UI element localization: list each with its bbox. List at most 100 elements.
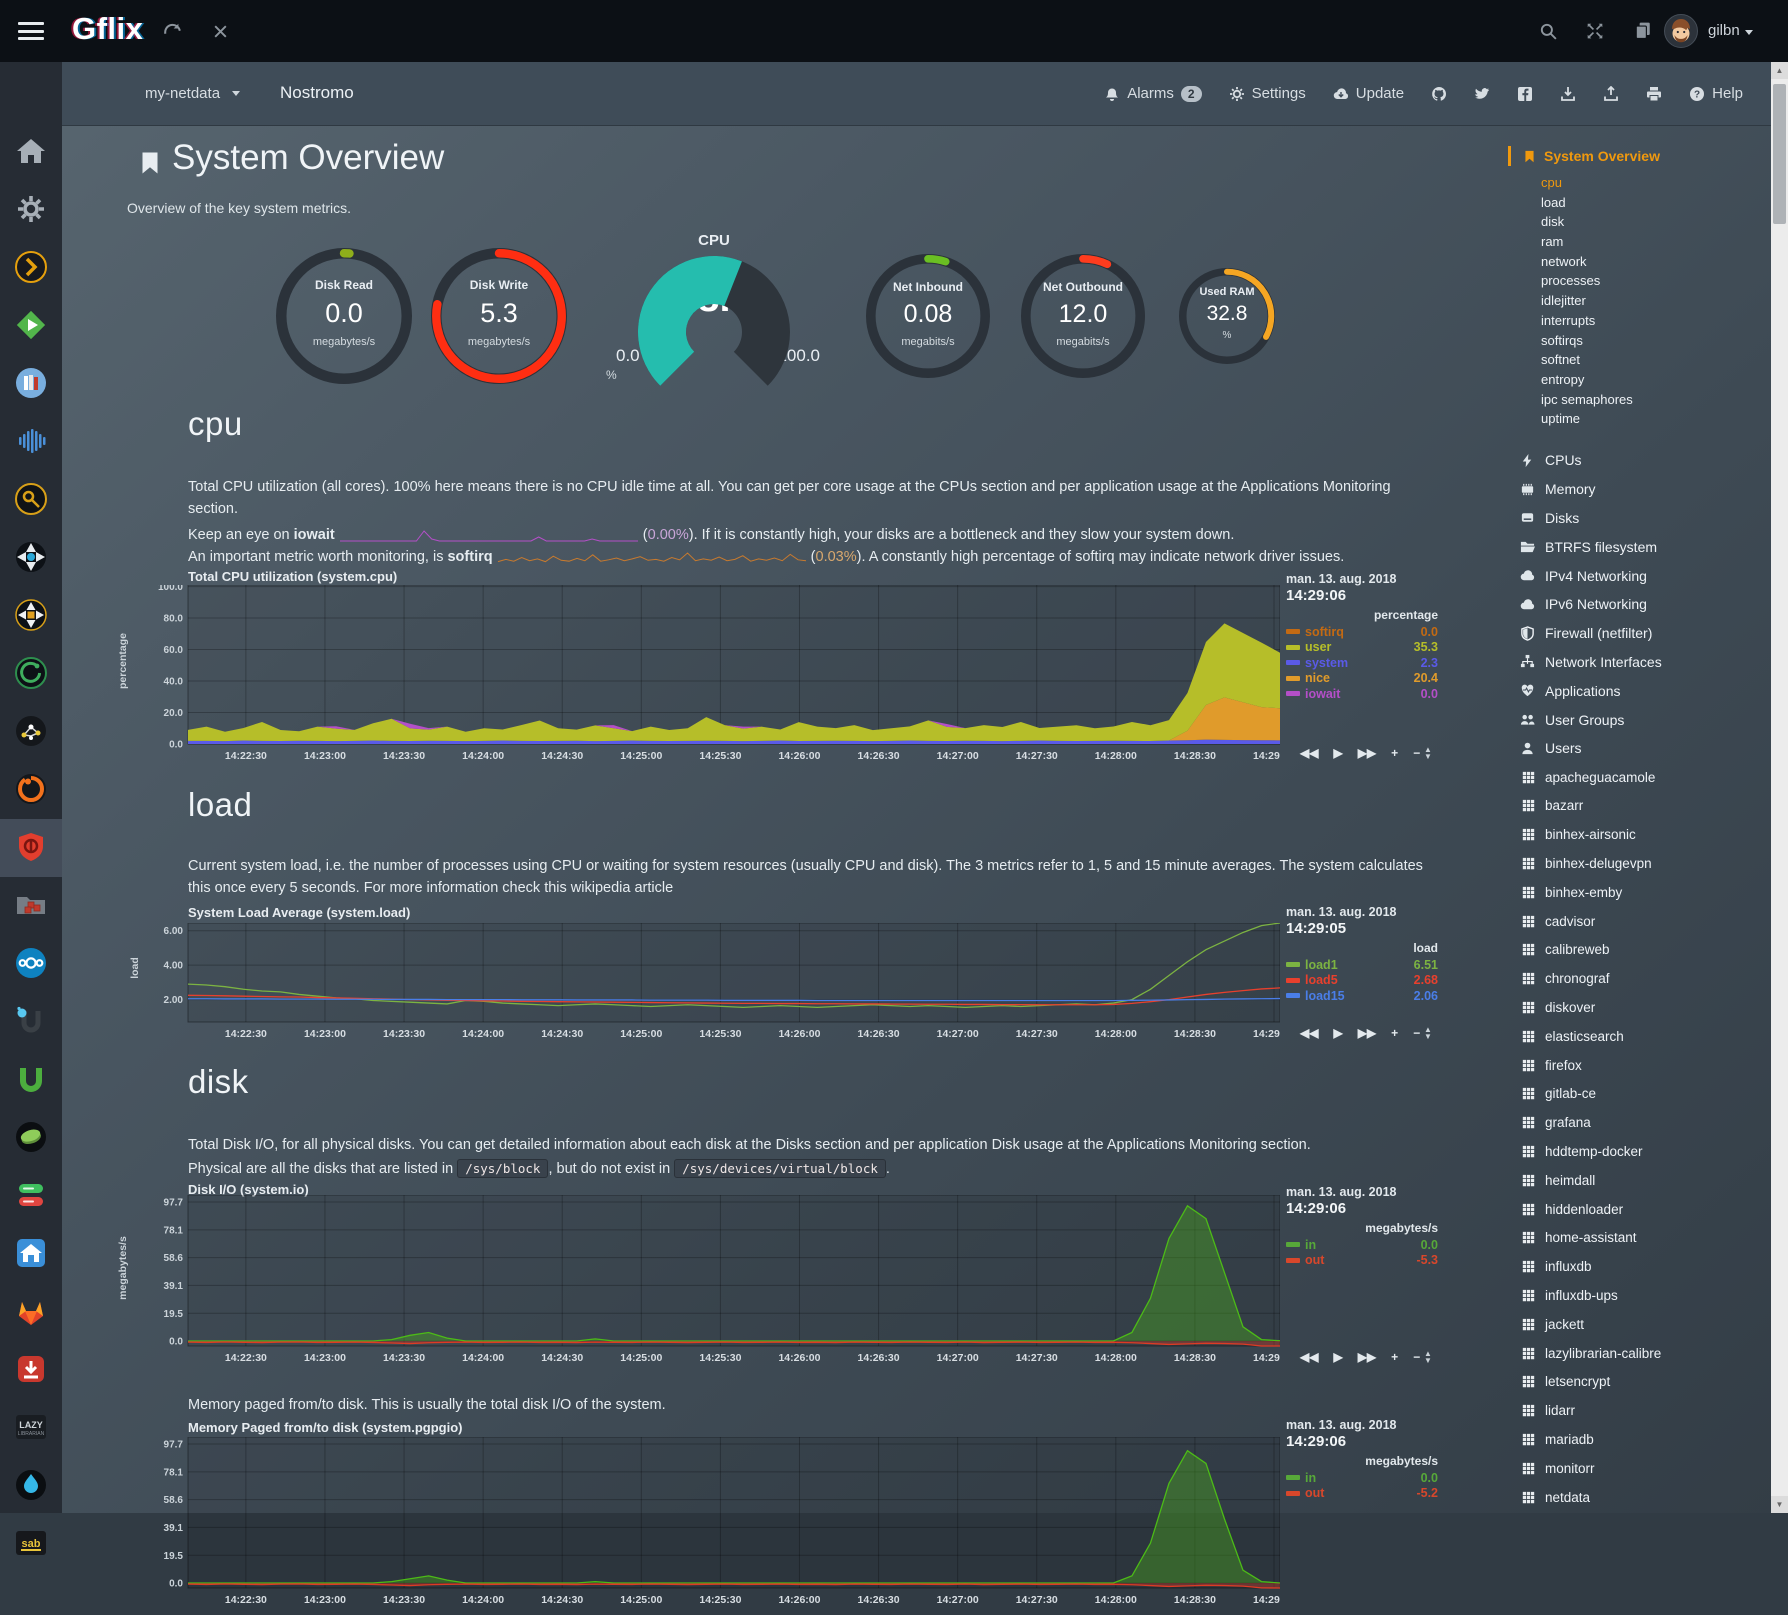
- chart-toolbar-button[interactable]: +: [1391, 1026, 1399, 1040]
- legend-row[interactable]: nice 20.4: [1286, 671, 1438, 687]
- gauge-net-inbound[interactable]: Net Inbound 0.08 megabits/s: [864, 252, 992, 380]
- settings-button[interactable]: Settings: [1229, 85, 1306, 102]
- sidebar-app-item[interactable]: chronograf: [1508, 964, 1770, 993]
- print-button[interactable]: [1646, 86, 1662, 102]
- server-dropdown[interactable]: my-netdata: [145, 62, 241, 125]
- app-nodes-icon[interactable]: [11, 711, 51, 751]
- sidebar-app-item[interactable]: monitorr: [1508, 1454, 1770, 1483]
- chart-resize-handle[interactable]: ▲ ▼: [1424, 1025, 1432, 1041]
- sidebar-subitem[interactable]: interrupts: [1541, 312, 1596, 328]
- sidebar-app-item[interactable]: apacheguacamole: [1508, 763, 1770, 792]
- app-nextcloud-icon[interactable]: [11, 943, 51, 983]
- sidebar-section-item[interactable]: IPv4 Networking: [1508, 561, 1770, 590]
- sidebar-item-system-overview[interactable]: System Overview: [1508, 146, 1770, 166]
- chart-pgpgio[interactable]: 14:22:30 14:23:00 14:23:30 14:24:00 14:24:30…: [144, 1436, 1295, 1610]
- sidebar-subitem[interactable]: ipc semaphores: [1541, 391, 1633, 407]
- legend-row[interactable]: in 0.0: [1286, 1237, 1438, 1253]
- scrollbar-down-arrow[interactable]: ▼: [1771, 1496, 1788, 1513]
- app-pinwheel-white-icon[interactable]: [11, 537, 51, 577]
- chart-toolbar-button[interactable]: ▶▶: [1357, 1350, 1377, 1364]
- app-drop-icon[interactable]: [11, 1465, 51, 1505]
- app-folder-sync-icon[interactable]: [11, 885, 51, 925]
- sidebar-subitem[interactable]: uptime: [1541, 411, 1581, 427]
- chart-toolbar-button[interactable]: ◀◀: [1300, 746, 1319, 760]
- legend-row[interactable]: out -5.3: [1286, 1253, 1438, 1269]
- import-button[interactable]: [1560, 86, 1576, 102]
- legend-row[interactable]: softirq 0.0: [1286, 624, 1438, 640]
- sidebar-app-item[interactable]: heimdall: [1508, 1166, 1770, 1195]
- gauge-cpu[interactable]: CPU 58.0 0.0 100.0 %: [600, 232, 828, 388]
- chart-toolbar-button[interactable]: ▶: [1333, 746, 1343, 760]
- gear-icon[interactable]: [11, 189, 51, 229]
- legend-row[interactable]: out -5.2: [1286, 1486, 1438, 1502]
- app-u-splash-icon[interactable]: [11, 1001, 51, 1041]
- sidebar-app-item[interactable]: mariadb: [1508, 1425, 1770, 1454]
- chart-toolbar-button[interactable]: ◀◀: [1300, 1350, 1319, 1364]
- fullscreen-icon[interactable]: [1586, 22, 1604, 40]
- sidebar-app-item[interactable]: elasticsearch: [1508, 1022, 1770, 1051]
- app-calibre-icon[interactable]: [11, 363, 51, 403]
- sidebar-subitem[interactable]: network: [1541, 253, 1587, 269]
- legend-row[interactable]: user 35.3: [1286, 640, 1438, 656]
- avatar[interactable]: [1664, 14, 1698, 48]
- sidebar-section-item[interactable]: Memory: [1508, 475, 1770, 504]
- sidebar-section-item[interactable]: Disks: [1508, 504, 1770, 533]
- chart-toolbar-button[interactable]: +: [1391, 746, 1399, 760]
- app-emby-icon[interactable]: [11, 305, 51, 345]
- sidebar-subitem[interactable]: entropy: [1541, 371, 1585, 387]
- sidebar-app-item[interactable]: home-assistant: [1508, 1223, 1770, 1252]
- scrollbar-thumb[interactable]: [1773, 84, 1786, 224]
- sidebar-subitem[interactable]: ram: [1541, 234, 1564, 250]
- chart-resize-handle[interactable]: ▲ ▼: [1424, 745, 1432, 761]
- chart-toolbar-button[interactable]: ◀◀: [1300, 1026, 1319, 1040]
- gauge-disk-read[interactable]: Disk Read 0.0 megabytes/s: [274, 246, 414, 386]
- close-tab-icon[interactable]: [212, 23, 229, 40]
- sidebar-subitem[interactable]: processes: [1541, 273, 1601, 289]
- gauge-used-ram[interactable]: Used RAM 32.8 %: [1177, 266, 1277, 366]
- app-grafana-icon[interactable]: [11, 769, 51, 809]
- app-downloader-icon[interactable]: [11, 1349, 51, 1389]
- sidebar-section-item[interactable]: IPv6 Networking: [1508, 590, 1770, 619]
- hamburger-menu-icon[interactable]: [18, 22, 44, 40]
- sidebar-app-item[interactable]: letsencrypt: [1508, 1367, 1770, 1396]
- legend-row[interactable]: load1 6.51: [1286, 957, 1438, 973]
- chart-toolbar-button[interactable]: −: [1413, 746, 1421, 760]
- legend-row[interactable]: system 2.3: [1286, 655, 1438, 671]
- sidebar-section-item[interactable]: Users: [1508, 734, 1770, 763]
- app-logo[interactable]: Gflix: [72, 11, 144, 46]
- export-button[interactable]: [1603, 86, 1619, 102]
- app-swirl-icon[interactable]: [11, 653, 51, 693]
- sidebar-app-item[interactable]: netdata: [1508, 1483, 1770, 1512]
- twitter-link[interactable]: [1474, 86, 1490, 102]
- refresh-tab-icon[interactable]: [162, 22, 181, 41]
- sidebar-app-item[interactable]: bazarr: [1508, 792, 1770, 821]
- sidebar-section-item[interactable]: CPUs: [1508, 446, 1770, 475]
- chart-cpu[interactable]: 14:22:30 14:23:00 14:23:30 14:24:00 14:24:30…: [144, 582, 1295, 766]
- sidebar-app-item[interactable]: jackett: [1508, 1310, 1770, 1339]
- sidebar-app-item[interactable]: binhex-delugevpn: [1508, 849, 1770, 878]
- sidebar-subitem[interactable]: softnet: [1541, 352, 1581, 368]
- legend-row[interactable]: load15 2.06: [1286, 988, 1438, 1004]
- sidebar-subitem[interactable]: idlejitter: [1541, 293, 1586, 309]
- sidebar-app-item[interactable]: influxdb: [1508, 1252, 1770, 1281]
- facebook-link[interactable]: [1517, 86, 1533, 102]
- app-lazylibrarian-icon[interactable]: LAZY LIBRARIAN: [11, 1407, 51, 1447]
- chart-toolbar-button[interactable]: ▶▶: [1357, 1026, 1377, 1040]
- sidebar-section-item[interactable]: Firewall (netfilter): [1508, 619, 1770, 648]
- sidebar-app-item[interactable]: influxdb-ups: [1508, 1281, 1770, 1310]
- sidebar-subitem[interactable]: cpu: [1541, 175, 1562, 190]
- app-plex-icon[interactable]: [11, 247, 51, 287]
- app-status-pills-icon[interactable]: [11, 1175, 51, 1215]
- app-pinwheel-orange-icon[interactable]: [11, 595, 51, 635]
- page-scrollbar[interactable]: ▲ ▼: [1771, 62, 1788, 1513]
- sidebar-subitem[interactable]: disk: [1541, 214, 1565, 230]
- sidebar-app-item[interactable]: firefox: [1508, 1051, 1770, 1080]
- chart-resize-handle[interactable]: ▲ ▼: [1424, 1349, 1432, 1365]
- legend-row[interactable]: load5 2.68: [1286, 973, 1438, 989]
- sidebar-app-item[interactable]: hddtemp-docker: [1508, 1137, 1770, 1166]
- github-link[interactable]: [1431, 86, 1447, 102]
- sidebar-app-item[interactable]: lazylibrarian-calibre: [1508, 1339, 1770, 1368]
- legend-row[interactable]: iowait 0.0: [1286, 686, 1438, 702]
- chart-toolbar-button[interactable]: −: [1413, 1350, 1421, 1364]
- chart-toolbar-button[interactable]: ▶: [1333, 1026, 1343, 1040]
